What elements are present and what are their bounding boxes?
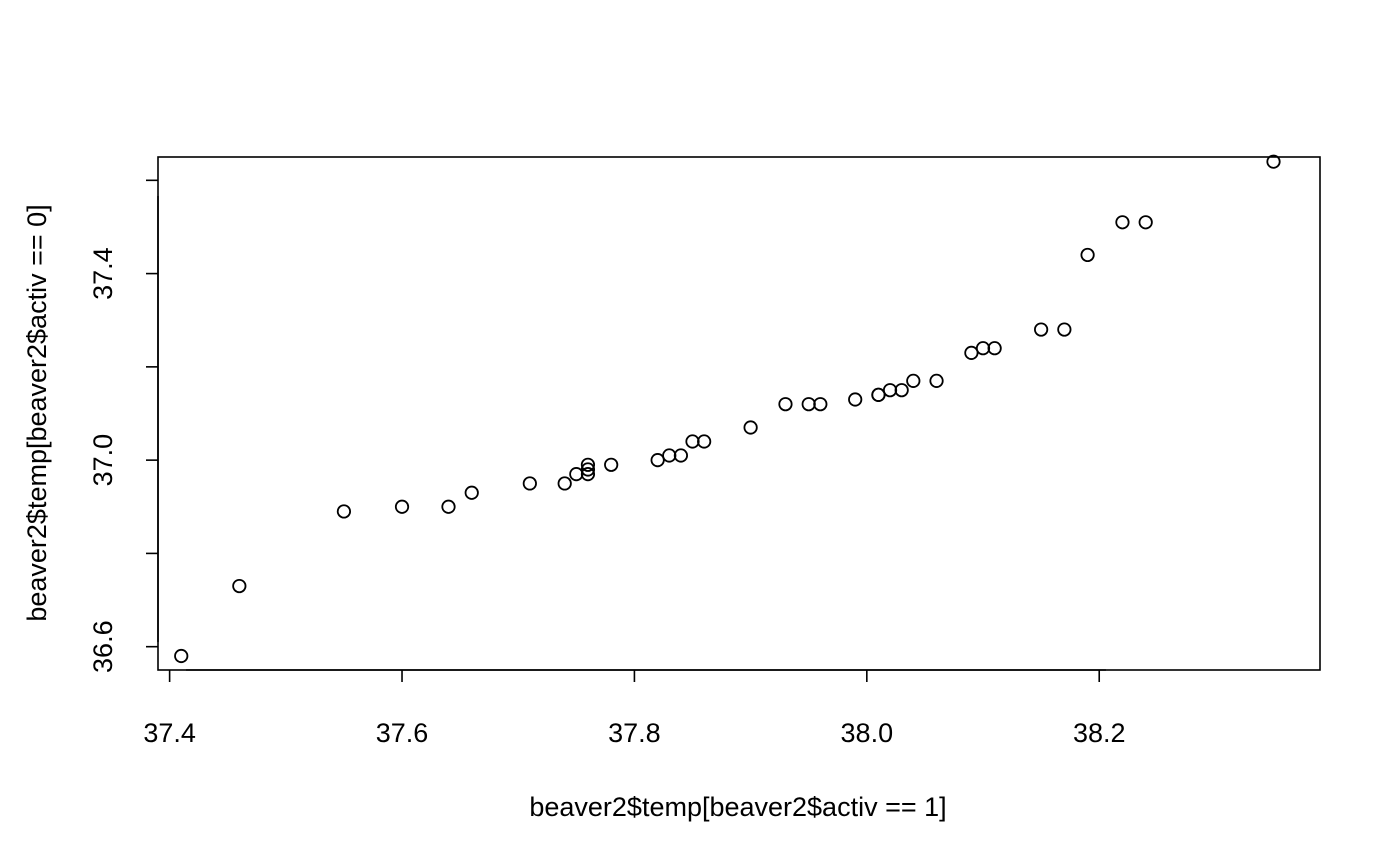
data-point (975, 341, 991, 356)
data-point (1266, 154, 1281, 169)
data-point (1080, 247, 1095, 263)
data-point (522, 476, 537, 491)
data-point (232, 578, 247, 594)
y-axis-title: beaver2$temp[beaver2$activ == 0] (22, 204, 52, 621)
data-point (662, 448, 677, 463)
x-axis-ticks: 37.4 37.6 37.8 38.0 38.2 (143, 670, 1126, 748)
data-point (394, 499, 410, 514)
data-point (894, 383, 909, 398)
data-point (848, 392, 863, 407)
data-point (569, 467, 584, 482)
data-point (964, 345, 979, 360)
data-point (1057, 322, 1072, 337)
data-point (697, 434, 712, 449)
x-tick-label: 37.6 (376, 718, 429, 748)
data-point (882, 383, 898, 398)
y-axis-ticks: 36.6 37.0 37.4 (88, 179, 158, 673)
data-point (1034, 322, 1049, 337)
data-point (743, 420, 758, 435)
y-tick-label: 37.0 (88, 434, 118, 487)
data-point (906, 373, 921, 388)
data-points (174, 154, 1281, 664)
data-point (1115, 215, 1130, 230)
x-tick-label: 38.2 (1073, 718, 1126, 748)
data-point (441, 499, 456, 514)
data-point (604, 457, 619, 472)
data-point (580, 462, 596, 477)
data-point (673, 448, 689, 463)
data-point (464, 485, 479, 500)
data-point (871, 387, 886, 402)
data-point (650, 453, 665, 468)
data-point (778, 397, 793, 412)
data-point (174, 648, 189, 664)
data-point (336, 504, 352, 519)
x-tick-label: 37.4 (143, 718, 196, 748)
data-point (929, 373, 944, 388)
x-tick-label: 37.8 (608, 718, 661, 748)
x-tick-label: 38.0 (841, 718, 894, 748)
data-point (580, 457, 596, 472)
data-point (813, 397, 828, 412)
data-point (557, 476, 572, 491)
y-tick-label: 37.4 (88, 247, 118, 300)
plot-frame (157, 156, 1321, 671)
data-point (987, 341, 1002, 356)
data-point (801, 397, 816, 412)
x-axis-title: beaver2$temp[beaver2$activ == 1] (529, 792, 946, 822)
data-point (1138, 215, 1153, 230)
data-point (580, 467, 596, 482)
data-point (685, 434, 700, 449)
y-tick-label: 36.6 (88, 620, 118, 673)
